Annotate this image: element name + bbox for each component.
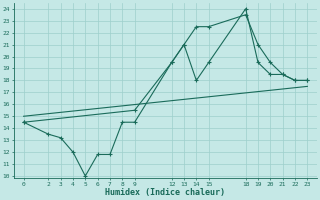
X-axis label: Humidex (Indice chaleur): Humidex (Indice chaleur) [106,188,226,197]
